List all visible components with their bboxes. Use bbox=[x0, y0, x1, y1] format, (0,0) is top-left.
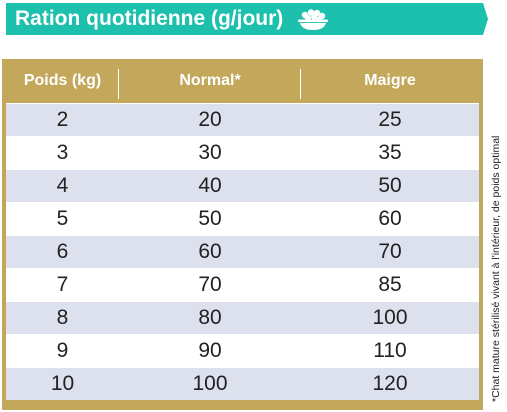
cell-maigre: 100 bbox=[372, 306, 408, 329]
cell-normal: 60 bbox=[198, 240, 222, 263]
cell-normal: 40 bbox=[198, 174, 222, 197]
table-header: Poids (kg) Normal* Maigre bbox=[6, 59, 479, 103]
cell-weight: 7 bbox=[56, 273, 69, 296]
table-row: 5 50 60 bbox=[6, 202, 479, 235]
cell-maigre: 110 bbox=[373, 339, 407, 362]
header-maigre: Maigre bbox=[301, 59, 479, 103]
cell-weight: 6 bbox=[56, 240, 69, 263]
cell-maigre: 35 bbox=[378, 141, 402, 164]
cell-weight: 10 bbox=[50, 372, 75, 395]
food-bowl-icon bbox=[298, 9, 329, 30]
title-banner: Ration quotidienne (g/jour) bbox=[6, 3, 488, 35]
cell-maigre: 50 bbox=[378, 174, 402, 197]
table-row: 6 60 70 bbox=[6, 235, 479, 268]
cell-weight: 5 bbox=[56, 207, 69, 230]
cell-weight: 2 bbox=[56, 108, 69, 131]
header-maigre-label: Maigre bbox=[364, 72, 416, 89]
cell-normal: 80 bbox=[198, 306, 222, 329]
cell-weight: 3 bbox=[56, 141, 69, 164]
table-row: 3 30 35 bbox=[6, 136, 479, 169]
cell-maigre: 25 bbox=[378, 108, 402, 131]
header-divider bbox=[300, 69, 301, 99]
table-row: 8 80 100 bbox=[6, 301, 479, 334]
table-row: 7 70 85 bbox=[6, 268, 479, 301]
footnote: *Chat mature stérilisé vivant à l'intéri… bbox=[490, 135, 502, 402]
cell-maigre: 60 bbox=[378, 207, 402, 230]
cell-weight: 9 bbox=[56, 339, 69, 362]
header-normal-label: Normal* bbox=[179, 72, 241, 89]
header-divider bbox=[118, 69, 119, 99]
table-row: 4 40 50 bbox=[6, 169, 479, 202]
table-row: 9 90 110 bbox=[6, 334, 479, 367]
cell-maigre: 70 bbox=[378, 240, 402, 263]
cell-maigre: 85 bbox=[378, 273, 402, 296]
cell-normal: 50 bbox=[198, 207, 222, 230]
header-weight-label: Poids (kg) bbox=[23, 72, 102, 89]
cell-normal: 20 bbox=[198, 108, 222, 131]
cell-weight: 4 bbox=[56, 174, 69, 197]
header-weight: Poids (kg) bbox=[6, 59, 119, 103]
cell-maigre: 120 bbox=[372, 372, 408, 395]
table-row: 10 100 120 bbox=[6, 367, 479, 400]
table-body: 2 20 25 3 30 35 4 40 50 5 50 60 6 60 70 … bbox=[6, 103, 479, 400]
ration-table: Poids (kg) Normal* Maigre 2 20 25 3 30 3… bbox=[2, 59, 483, 410]
cell-weight: 8 bbox=[56, 306, 69, 329]
cell-normal: 100 bbox=[192, 372, 228, 395]
cell-normal: 90 bbox=[198, 339, 222, 362]
cell-normal: 70 bbox=[198, 273, 222, 296]
table-row: 2 20 25 bbox=[6, 103, 479, 136]
page-title: Ration quotidienne (g/jour) bbox=[15, 7, 284, 30]
header-normal: Normal* bbox=[119, 59, 301, 103]
cell-normal: 30 bbox=[198, 141, 222, 164]
